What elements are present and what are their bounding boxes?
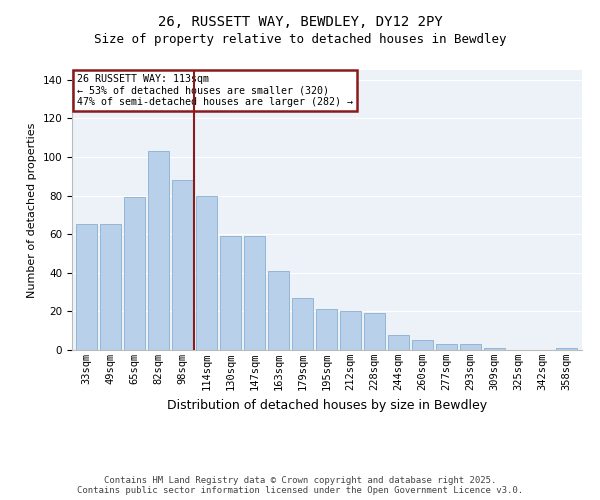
- Bar: [460, 344, 481, 350]
- Bar: [268, 271, 289, 350]
- Bar: [244, 236, 265, 350]
- Bar: [220, 236, 241, 350]
- Bar: [172, 180, 193, 350]
- Text: 26, RUSSETT WAY, BEWDLEY, DY12 2PY: 26, RUSSETT WAY, BEWDLEY, DY12 2PY: [158, 15, 442, 29]
- Bar: [292, 298, 313, 350]
- Bar: [76, 224, 97, 350]
- X-axis label: Distribution of detached houses by size in Bewdley: Distribution of detached houses by size …: [167, 398, 487, 411]
- Bar: [100, 224, 121, 350]
- Text: 26 RUSSETT WAY: 113sqm
← 53% of detached houses are smaller (320)
47% of semi-de: 26 RUSSETT WAY: 113sqm ← 53% of detached…: [77, 74, 353, 108]
- Bar: [316, 310, 337, 350]
- Bar: [388, 334, 409, 350]
- Text: Size of property relative to detached houses in Bewdley: Size of property relative to detached ho…: [94, 32, 506, 46]
- Bar: [556, 348, 577, 350]
- Bar: [436, 344, 457, 350]
- Text: Contains HM Land Registry data © Crown copyright and database right 2025.
Contai: Contains HM Land Registry data © Crown c…: [77, 476, 523, 495]
- Bar: [484, 348, 505, 350]
- Bar: [124, 198, 145, 350]
- Bar: [412, 340, 433, 350]
- Bar: [364, 314, 385, 350]
- Bar: [196, 196, 217, 350]
- Y-axis label: Number of detached properties: Number of detached properties: [27, 122, 37, 298]
- Bar: [148, 151, 169, 350]
- Bar: [340, 312, 361, 350]
